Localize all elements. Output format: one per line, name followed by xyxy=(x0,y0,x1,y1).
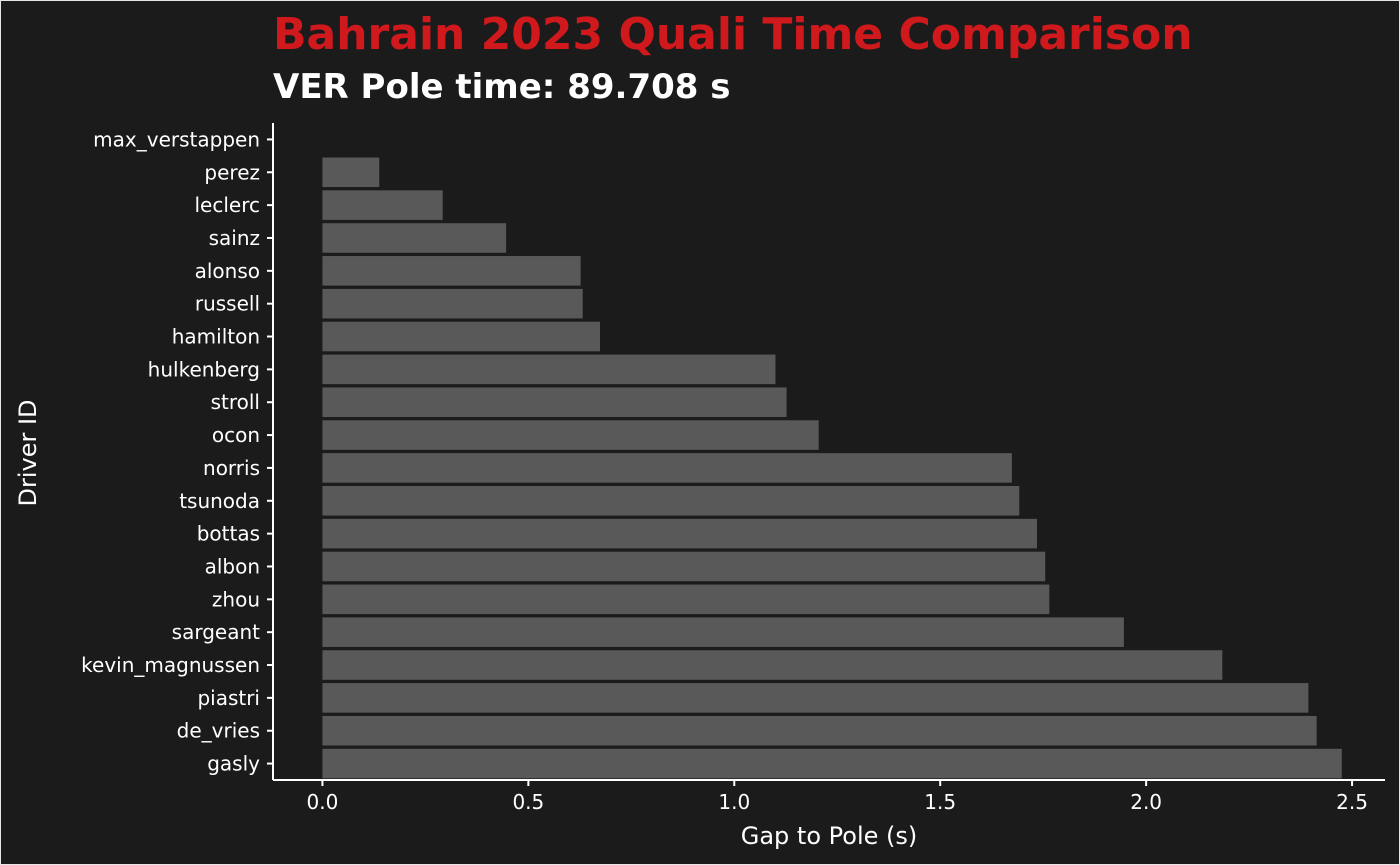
bars-layer xyxy=(322,157,1342,779)
y-tick-label: sainz xyxy=(209,226,260,250)
bar-hulkenberg xyxy=(322,354,776,385)
bar-kevin_magnussen xyxy=(322,650,1223,680)
bar-sainz xyxy=(322,223,507,253)
bar-russell xyxy=(322,288,583,319)
chart-subtitle: VER Pole time: 89.708 s xyxy=(273,67,731,107)
y-tick-label: hamilton xyxy=(172,325,260,349)
y-tick-label: de_vries xyxy=(177,719,260,743)
bar-sargeant xyxy=(322,617,1124,647)
y-tick-label: norris xyxy=(203,456,260,480)
x-tick-label: 2.5 xyxy=(1336,790,1368,814)
y-tick-label: alonso xyxy=(195,259,260,283)
x-tick-label: 0.0 xyxy=(307,790,339,814)
bar-stroll xyxy=(322,387,787,418)
y-tick-label: russell xyxy=(195,292,260,316)
bar-zhou xyxy=(322,584,1050,615)
x-tick-label: 1.5 xyxy=(924,790,956,814)
bar-de_vries xyxy=(322,715,1317,746)
y-tick-label: sargeant xyxy=(172,620,260,644)
y-tick-label: max_verstappen xyxy=(93,127,260,151)
x-tick-label: 1.0 xyxy=(718,790,750,814)
y-tick-label: bottas xyxy=(197,522,260,546)
bar-piastri xyxy=(322,683,1309,713)
bar-alonso xyxy=(322,256,581,286)
y-tick-label: kevin_magnussen xyxy=(81,653,260,677)
x-tick-label: 0.5 xyxy=(512,790,544,814)
y-tick-label: piastri xyxy=(197,686,260,710)
x-tick-label: 2.0 xyxy=(1130,790,1162,814)
bar-gasly xyxy=(322,748,1342,779)
bar-hamilton xyxy=(322,321,601,352)
bar-ocon xyxy=(322,420,819,450)
bar-bottas xyxy=(322,518,1037,549)
y-tick-label: albon xyxy=(205,554,260,578)
y-axis-title: Driver ID xyxy=(14,399,42,506)
bar-leclerc xyxy=(322,190,443,220)
bar-albon xyxy=(322,551,1046,582)
bar-perez xyxy=(322,157,380,188)
x-axis: 0.0 0.5 1.0 1.5 2.0 2.5 xyxy=(273,779,1385,814)
y-tick-label: ocon xyxy=(212,423,260,447)
y-tick-label: zhou xyxy=(212,587,260,611)
y-tick-label: hulkenberg xyxy=(148,357,260,381)
y-tick-label: tsunoda xyxy=(179,489,260,513)
bar-tsunoda xyxy=(322,485,1020,516)
x-axis-title: Gap to Pole (s) xyxy=(741,822,917,850)
y-tick-label: stroll xyxy=(211,390,260,414)
y-tick-label: perez xyxy=(204,160,260,184)
bar-norris xyxy=(322,453,1012,483)
y-tick-label: gasly xyxy=(207,752,260,776)
y-tick-label: leclerc xyxy=(195,193,261,217)
chart-title: Bahrain 2023 Quali Time Comparison xyxy=(273,9,1193,60)
